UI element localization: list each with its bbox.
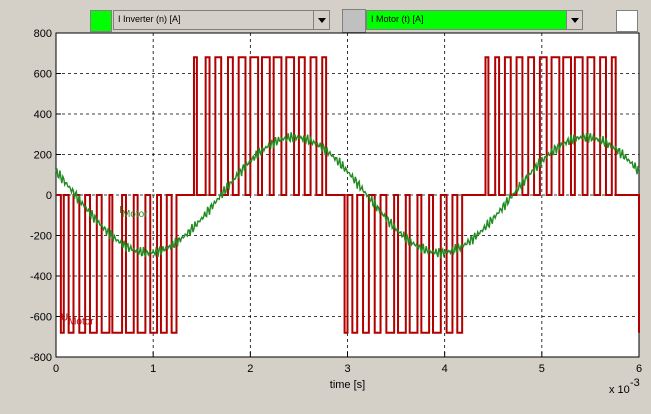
y-tick-label: -200 <box>30 231 52 243</box>
chevron-down-icon[interactable] <box>566 11 582 29</box>
x-tick-label: 2 <box>247 363 253 375</box>
y-tick-label: 0 <box>46 190 52 202</box>
trace2-select-label: I Motor (t) [A] <box>371 14 424 24</box>
annotation-motor-0: IMotor <box>119 205 148 220</box>
y-tick-label: 200 <box>34 150 52 162</box>
y-tick-label: -600 <box>30 312 52 324</box>
y-tick-label: -400 <box>30 271 52 283</box>
x-tick-label: 0 <box>53 363 59 375</box>
annotation-motor-1: UMotor <box>61 313 94 328</box>
trace1-color-swatch[interactable] <box>90 10 112 32</box>
trace1-select[interactable]: I Inverter (n) [A] <box>113 10 330 30</box>
current-motor-line <box>55 131 640 259</box>
x-axis-exponent: -3 <box>630 377 640 389</box>
y-tick-label: 600 <box>34 69 52 81</box>
y-tick-label: 400 <box>34 109 52 121</box>
x-tick-label: 6 <box>636 363 642 375</box>
trace1-select-label: I Inverter (n) [A] <box>118 14 181 24</box>
x-tick-label: 5 <box>539 363 545 375</box>
y-tick-label: 800 <box>34 28 52 40</box>
y-tick-label: -800 <box>30 352 52 364</box>
x-tick-label: 1 <box>150 363 156 375</box>
legend-box[interactable] <box>616 10 638 32</box>
trace2-select[interactable]: I Motor (t) [A] <box>366 10 583 30</box>
x-axis-multiplier: x 10 <box>609 384 630 396</box>
x-tick-label: 4 <box>442 363 448 375</box>
chevron-down-icon[interactable] <box>313 11 329 29</box>
x-axis-label: time [s] <box>330 379 365 391</box>
x-tick-label: 3 <box>344 363 350 375</box>
